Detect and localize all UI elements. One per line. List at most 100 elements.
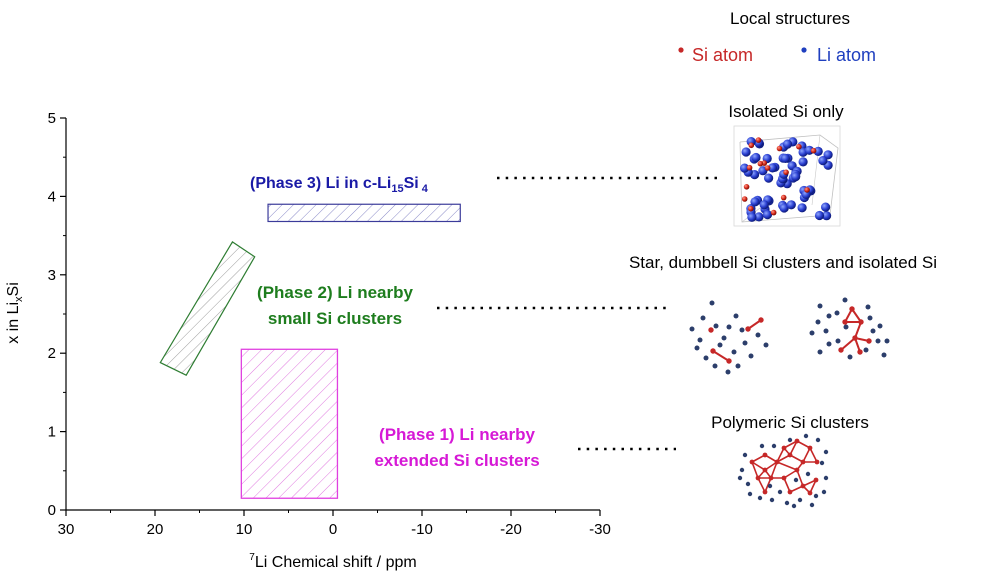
li-atom [823,328,829,334]
si-atom [748,205,754,212]
li-atom [754,212,764,222]
li-atom [769,497,775,503]
si-atom [787,489,793,495]
isolated-title: Isolated Si only [728,102,844,121]
li-atom [823,449,829,455]
li-atom [826,341,832,347]
phase1-label-line1: (Phase 1) Li nearby [379,425,535,444]
phase2-label-line1: (Phase 2) Li nearby [257,283,413,302]
si-atom [813,477,819,483]
si-atom [858,319,864,325]
li-atom [815,319,821,325]
y-axis-label: x in LixSi [5,282,25,344]
li-atom [737,475,743,481]
li-atom [805,471,811,477]
si-atom [746,164,753,171]
li-atom [809,502,815,508]
phase2-label-line2: small Si clusters [268,309,402,328]
y-tick-label: 0 [48,502,56,519]
x-tick-label: 20 [147,521,164,538]
li-atom [779,203,789,213]
x-tick-label: 0 [329,521,337,538]
phase3-label-sub1: 15 [391,183,403,195]
li-atom [740,163,750,173]
li-atom [863,347,869,353]
y-tick-label: 2 [48,345,56,362]
legend: Local structures Si atom Li atom [678,9,876,65]
li-atom [818,156,828,166]
si-atom [807,490,813,496]
li-atom [726,324,732,330]
li-atom [735,363,741,369]
li-atom [755,332,761,338]
si-atom [796,143,802,150]
phase3-label-mid: Si [404,175,419,192]
li-atom [797,203,807,213]
si-atom [857,349,863,355]
si-atom [749,459,755,465]
x-tick-label: 10 [236,521,253,538]
x-axis-label: 7Li Chemical shift / ppm [249,552,416,571]
li-atom [759,443,765,449]
li-atom [751,152,761,163]
si-atom [741,196,748,202]
li-atom [784,500,790,506]
phase3-label-sub2: 4 [419,183,429,195]
li-atom [842,297,848,303]
x-axis-label-sup: 7 [249,552,255,563]
y-tick-label: 5 [48,110,56,127]
li-atom [803,433,809,439]
phase2-region [159,241,256,376]
y-tick-label: 3 [48,267,56,284]
si-atom [726,358,732,364]
li-atom [798,157,808,167]
si-atom [814,459,820,465]
x-ticks: 30 20 10 0 -10 -20 -30 [58,510,611,538]
x-tick-label: 30 [58,521,75,538]
star-title: Star, dumbbell Si clusters and isolated … [629,253,937,272]
star-dumbbell-structure-image [689,297,890,375]
phase1-region [240,348,339,499]
li-atom [725,369,731,375]
si-atom [755,475,761,481]
si-atom [780,194,787,201]
li-atom [712,363,718,369]
li-atom [777,489,783,495]
li-atom [809,330,815,336]
li-atom [721,335,727,341]
li-atom [731,349,737,355]
si-atom [762,467,768,473]
li-atom [865,304,871,310]
si-atom [762,452,768,458]
li-atom [748,353,754,359]
si-atom [794,467,800,473]
li-atom [870,328,876,334]
li-atom [759,200,769,210]
li-atom [742,340,748,346]
li-atom [689,326,695,332]
si-atom [787,452,793,458]
li-atom [877,323,883,329]
li-atom [739,327,745,333]
li-atom [786,200,796,210]
li-atom [703,355,709,361]
li-atom [742,452,748,458]
legend-si-marker [678,47,684,53]
phase3-region [267,203,461,223]
x-tick-label: -30 [589,521,611,538]
si-atom [842,319,848,325]
y-tick-label: 1 [48,424,56,441]
li-atom [814,210,825,221]
li-atom [767,163,778,173]
li-atom [747,491,753,497]
li-atom [797,497,803,503]
li-atom [694,345,700,351]
li-atom [780,153,791,163]
li-atom [822,211,832,221]
si-atom [781,475,787,481]
li-atom [709,300,715,306]
phase3-label-pre: (Phase 3) Li in c-Li [250,175,391,192]
phase1-label-line2: extended Si clusters [374,451,539,470]
li-atom [823,475,829,481]
